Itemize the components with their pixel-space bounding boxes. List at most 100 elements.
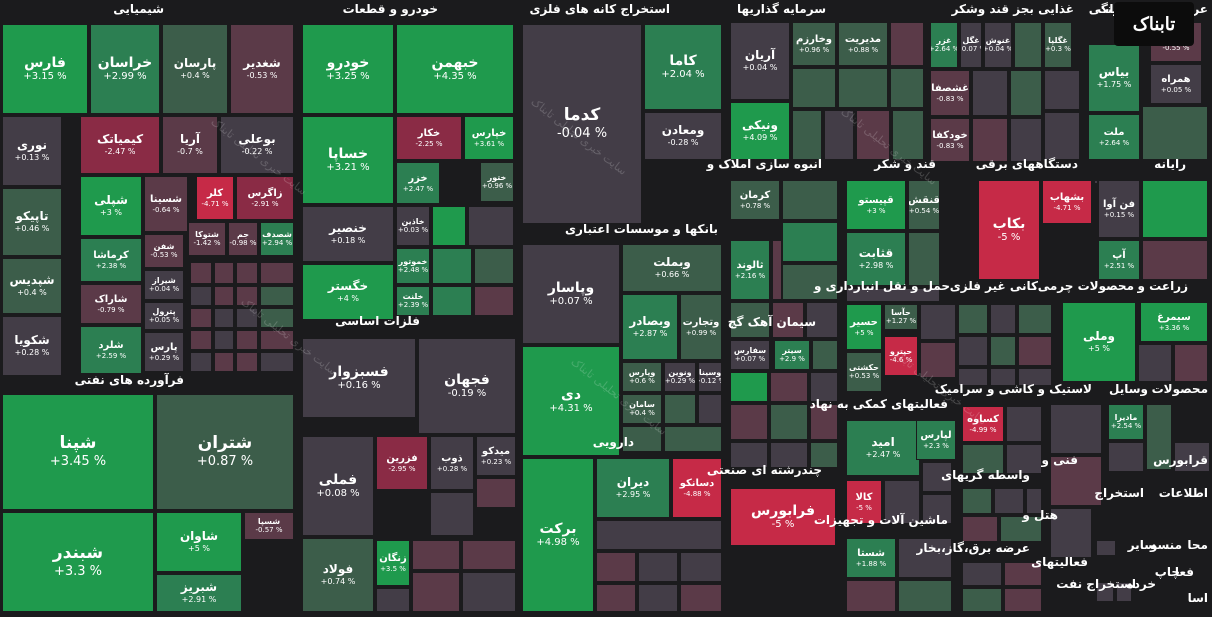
- filler-tile[interactable]: [214, 308, 234, 328]
- stock-tile[interactable]: غزر +2.64 %: [930, 22, 958, 68]
- filler-tile[interactable]: [236, 262, 258, 284]
- filler-tile[interactable]: [596, 584, 636, 612]
- stock-tile[interactable]: ونوین +0.29 %: [664, 362, 696, 392]
- stock-tile[interactable]: وبصادر +2.87 %: [622, 294, 678, 360]
- filler-tile[interactable]: [890, 68, 924, 108]
- stock-tile[interactable]: سامان +0.4 %: [622, 394, 662, 424]
- filler-tile[interactable]: [1026, 488, 1042, 514]
- filler-tile[interactable]: [770, 442, 808, 468]
- stock-tile[interactable]: فولاد +0.74 %: [302, 538, 374, 612]
- filler-tile[interactable]: [846, 288, 940, 302]
- filler-tile[interactable]: [260, 308, 294, 328]
- filler-tile[interactable]: [730, 442, 768, 468]
- stock-tile[interactable]: بشهاب -4.71 %: [1042, 180, 1092, 224]
- stock-tile[interactable]: غگلپا +0.3 %: [1044, 22, 1072, 68]
- filler-tile[interactable]: [664, 426, 722, 452]
- stock-tile[interactable]: خموتور +2.48 %: [396, 248, 430, 284]
- filler-tile[interactable]: [1142, 106, 1208, 160]
- stock-tile[interactable]: خپارس +3.61 %: [464, 116, 514, 160]
- filler-tile[interactable]: [806, 302, 838, 338]
- filler-tile[interactable]: [412, 540, 460, 570]
- filler-tile[interactable]: [962, 588, 1002, 612]
- stock-tile[interactable]: کاما +2.04 %: [644, 24, 722, 110]
- filler-tile[interactable]: [1094, 180, 1098, 184]
- stock-tile[interactable]: شفن -0.53 %: [144, 234, 184, 268]
- stock-tile[interactable]: شستا +1.88 %: [846, 538, 896, 578]
- filler-tile[interactable]: [846, 580, 896, 612]
- stock-tile[interactable]: آریان +0.04 %: [730, 22, 790, 100]
- filler-tile[interactable]: [1018, 368, 1052, 386]
- stock-tile[interactable]: وملی +5 %: [1062, 302, 1136, 382]
- stock-tile[interactable]: حپترو -4.6 %: [884, 336, 918, 376]
- filler-tile[interactable]: [622, 426, 662, 452]
- filler-tile[interactable]: [838, 68, 888, 108]
- filler-tile[interactable]: [1146, 404, 1172, 470]
- filler-tile[interactable]: [432, 206, 466, 246]
- stock-tile[interactable]: شتران +0.87 %: [156, 394, 294, 510]
- stock-tile[interactable]: فزرین -2.95 %: [376, 436, 428, 490]
- stock-tile[interactable]: شبندر +3.3 %: [2, 512, 154, 612]
- stock-tile[interactable]: پارس +0.29 %: [144, 332, 184, 372]
- filler-tile[interactable]: [1044, 70, 1080, 110]
- stock-tile[interactable]: پارسان +0.4 %: [162, 24, 228, 114]
- filler-tile[interactable]: [432, 286, 472, 316]
- filler-tile[interactable]: [772, 302, 804, 338]
- filler-tile[interactable]: [856, 110, 890, 160]
- filler-tile[interactable]: [214, 352, 234, 372]
- stock-tile[interactable]: بیاس +1.75 %: [1088, 44, 1140, 112]
- filler-tile[interactable]: [1050, 508, 1092, 558]
- filler-tile[interactable]: [214, 262, 234, 284]
- filler-tile[interactable]: [1010, 70, 1042, 116]
- filler-tile[interactable]: [236, 308, 258, 328]
- filler-tile[interactable]: [1174, 442, 1210, 472]
- filler-tile[interactable]: [376, 588, 410, 612]
- filler-tile[interactable]: [236, 352, 258, 372]
- filler-tile[interactable]: [972, 70, 1008, 116]
- filler-tile[interactable]: [190, 352, 212, 372]
- filler-tile[interactable]: [214, 286, 234, 306]
- stock-tile[interactable]: تاپیکو +0.46 %: [2, 188, 62, 256]
- stock-tile[interactable]: شصدف +2.94 %: [260, 222, 294, 256]
- filler-tile[interactable]: [810, 372, 838, 402]
- stock-tile[interactable]: سفارس +0.07 %: [730, 340, 770, 370]
- stock-tile[interactable]: امید +2.47 %: [846, 420, 920, 476]
- filler-tile[interactable]: [190, 330, 212, 350]
- stock-tile[interactable]: حسیر +5 %: [846, 304, 882, 350]
- filler-tile[interactable]: [958, 304, 988, 334]
- stock-tile[interactable]: غنوش +0.04 %: [984, 22, 1012, 68]
- stock-tile[interactable]: شبریز +2.91 %: [156, 574, 242, 612]
- filler-tile[interactable]: [810, 442, 838, 468]
- filler-tile[interactable]: [824, 110, 854, 160]
- stock-tile[interactable]: شاراک -0.79 %: [80, 284, 142, 324]
- stock-tile[interactable]: زاگرس -2.91 %: [236, 176, 294, 220]
- stock-tile[interactable]: آپ +2.51 %: [1098, 240, 1140, 280]
- stock-tile[interactable]: فسبزوار +0.16 %: [302, 338, 416, 418]
- stock-tile[interactable]: بکاب -5 %: [978, 180, 1040, 280]
- stock-tile[interactable]: خنصیر +0.18 %: [302, 206, 394, 262]
- filler-tile[interactable]: [994, 488, 1024, 514]
- stock-tile[interactable]: فن آوا +0.15 %: [1098, 180, 1140, 238]
- filler-tile[interactable]: [664, 394, 696, 424]
- stock-tile[interactable]: سیمرغ +3.36 %: [1140, 302, 1208, 342]
- filler-tile[interactable]: [638, 552, 678, 582]
- filler-tile[interactable]: [1010, 118, 1042, 162]
- filler-tile[interactable]: [476, 478, 516, 508]
- stock-tile[interactable]: حکشتی +0.53 %: [846, 352, 882, 392]
- filler-tile[interactable]: [972, 118, 1008, 162]
- filler-tile[interactable]: [898, 580, 952, 612]
- stock-tile[interactable]: شیراز +0.04 %: [144, 270, 184, 300]
- stock-tile[interactable]: شلرد +2.59 %: [80, 326, 142, 374]
- filler-tile[interactable]: [474, 286, 514, 316]
- stock-tile[interactable]: خراسان +2.99 %: [90, 24, 160, 114]
- filler-tile[interactable]: [596, 552, 636, 582]
- stock-tile[interactable]: خگستر +4 %: [302, 264, 394, 320]
- filler-tile[interactable]: [468, 206, 514, 246]
- stock-tile[interactable]: لپارس +2.3 %: [916, 420, 956, 460]
- filler-tile[interactable]: [812, 340, 838, 370]
- stock-tile[interactable]: زنگان +3.5 %: [376, 540, 410, 586]
- filler-tile[interactable]: [1050, 404, 1102, 454]
- stock-tile[interactable]: قنقش +0.54 %: [908, 180, 940, 230]
- filler-tile[interactable]: [962, 516, 998, 542]
- stock-tile[interactable]: شکویا +0.28 %: [2, 316, 62, 376]
- stock-tile[interactable]: شپلی +3 %: [80, 176, 142, 236]
